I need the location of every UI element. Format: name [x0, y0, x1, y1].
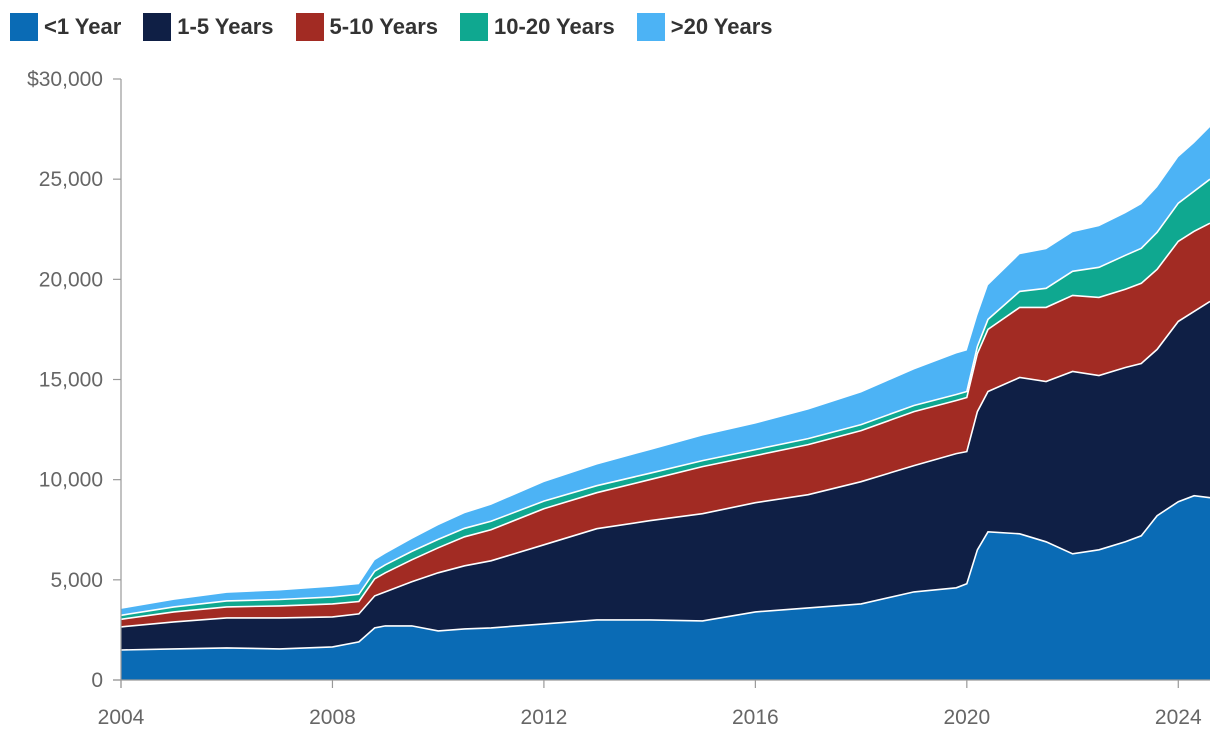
legend-label-5-10yr: 5-10 Years: [329, 14, 439, 39]
legend-swatch-lt1yr: [10, 13, 38, 41]
legend: <1 Year 1-5 Years 5-10 Years 10-20 Years…: [10, 11, 773, 43]
legend-swatch-10-20yr: [460, 13, 489, 41]
x-tick-label-4: 2020: [943, 706, 990, 729]
area-series-1: [121, 301, 1210, 650]
x-tick-label-1: 2008: [309, 706, 356, 729]
x-tick-label-2: 2012: [521, 706, 568, 729]
axes-layer: 0 5,000 10,000 15,000 20,000 25,000 $30,000 200…: [27, 68, 1210, 729]
y-tick-label-5: 25,000: [39, 168, 103, 191]
x-tick-label-3: 2016: [732, 706, 779, 729]
y-tick-label-6: $30,000: [27, 68, 103, 91]
y-tick-label-0: 0: [91, 669, 103, 692]
series-boundary-0: [120, 494, 1211, 651]
legend-swatch-1-5yr: [143, 13, 172, 41]
y-tick-label-3: 15,000: [39, 369, 103, 392]
legend-item-lt1yr: <1 Year: [10, 13, 121, 41]
y-tick-label-4: 20,000: [39, 268, 103, 291]
areas-layer: [120, 127, 1211, 680]
legend-item-gt20yr: >20 Years: [636, 13, 773, 41]
legend-label-lt1yr: <1 Year: [44, 14, 122, 39]
legend-label-gt20yr: >20 Years: [670, 14, 773, 39]
y-tick-label-2: 10,000: [39, 469, 103, 492]
x-tick-label-5: 2024: [1155, 706, 1202, 729]
legend-item-1-5yr: 1-5 Years: [143, 13, 274, 41]
legend-swatch-5-10yr: [295, 13, 324, 41]
legend-swatch-gt20yr: [636, 13, 665, 41]
legend-label-10-20yr: 10-20 Years: [494, 14, 615, 39]
series-boundary-3: [120, 178, 1211, 617]
area-series-0: [121, 495, 1210, 680]
series-boundary-1: [120, 300, 1211, 628]
legend-item-10-20yr: 10-20 Years: [460, 13, 615, 41]
series-boundary-2: [120, 222, 1211, 621]
y-tick-label-1: 5,000: [50, 569, 103, 592]
x-tick-label-0: 2004: [98, 706, 145, 729]
legend-label-1-5yr: 1-5 Years: [177, 14, 274, 39]
legend-item-5-10yr: 5-10 Years: [295, 13, 439, 41]
